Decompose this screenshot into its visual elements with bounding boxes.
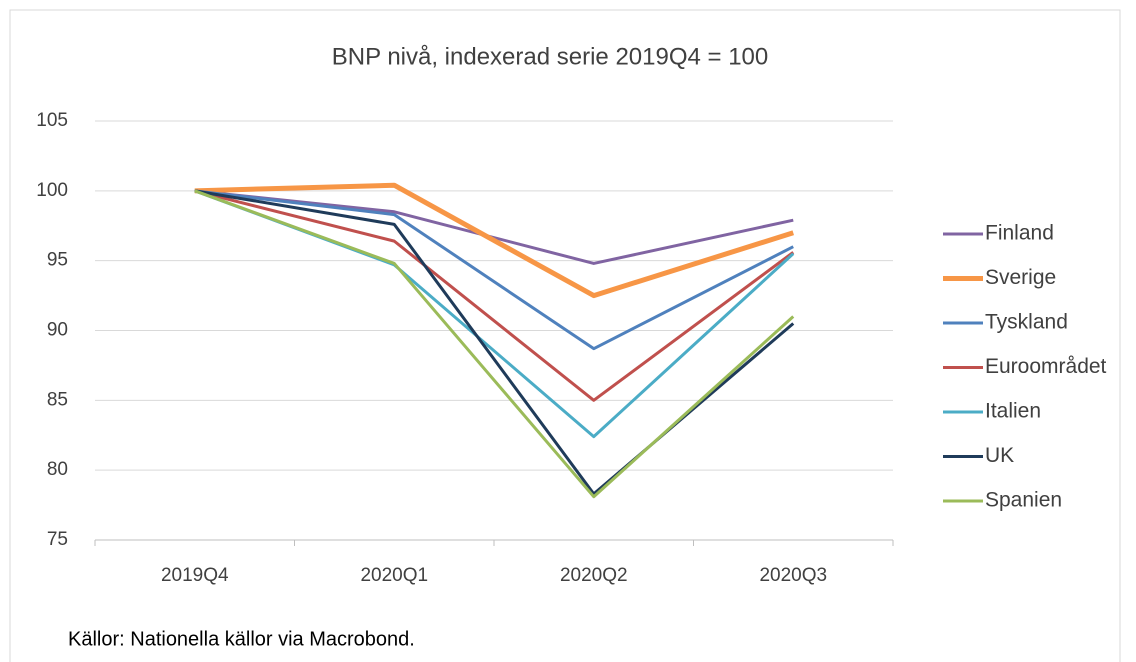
chart-title: BNP nivå, indexerad serie 2019Q4 = 100 (332, 43, 769, 70)
source-note: Källor: Nationella källor via Macrobond. (68, 628, 415, 650)
chart-border (9, 9, 1121, 662)
y-tick-label: 105 (36, 110, 68, 131)
y-tick-label: 80 (47, 459, 68, 480)
legend-label: Sverige (985, 266, 1056, 289)
legend-label: Spanien (985, 489, 1062, 512)
legend-label: UK (985, 444, 1014, 467)
series-line (194, 189, 795, 402)
y-tick-label: 85 (47, 389, 68, 410)
y-tick-label: 90 (47, 320, 68, 341)
legend-label: Italien (985, 400, 1041, 423)
series-line (194, 189, 795, 499)
y-tick-label: 95 (47, 250, 68, 271)
x-tick-label: 2019Q4 (161, 565, 229, 586)
legend-label: Euroområdet (985, 355, 1107, 378)
legend-label: Finland (985, 222, 1054, 245)
series-line (194, 189, 794, 351)
x-tick-label: 2020Q2 (560, 565, 628, 586)
y-tick-label: 75 (47, 529, 68, 550)
x-tick-label: 2020Q1 (360, 565, 428, 586)
y-tick-label: 100 (36, 180, 68, 201)
x-tick-label: 2020Q3 (759, 565, 827, 586)
series-line (194, 182, 795, 299)
legend-label: Tyskland (985, 311, 1068, 334)
series-line (194, 189, 795, 496)
